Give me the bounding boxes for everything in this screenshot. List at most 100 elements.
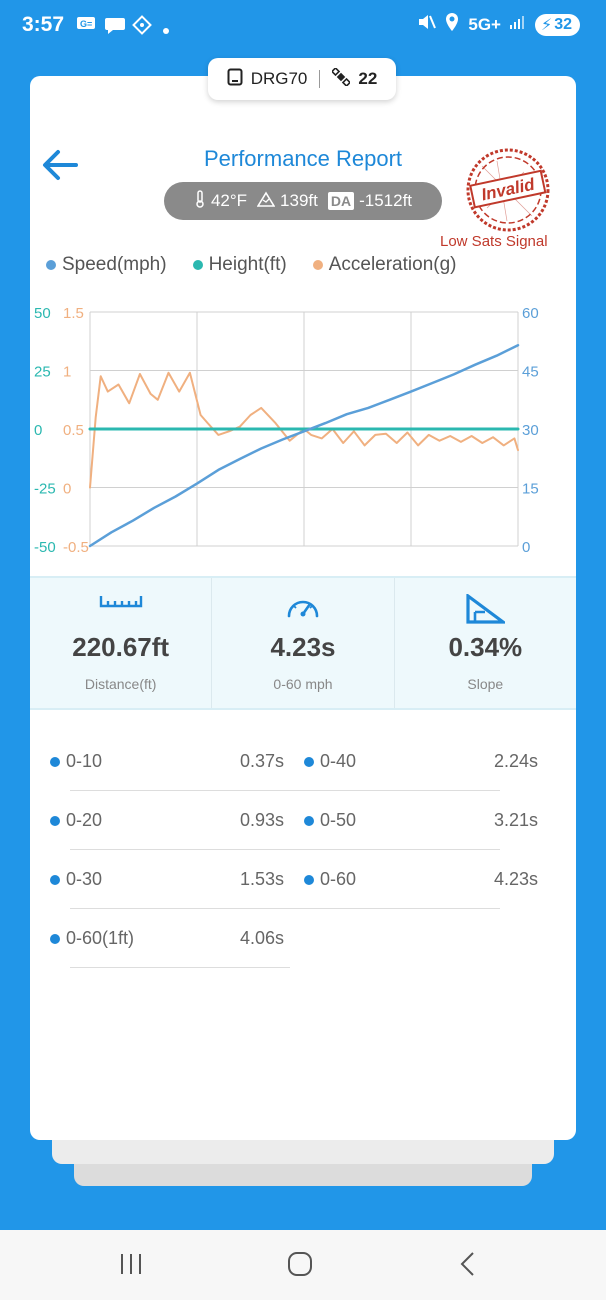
recent-apps-button[interactable] — [118, 1250, 144, 1283]
app-notification-icon — [132, 15, 152, 40]
split-value: 2.24s — [493, 751, 538, 771]
split-divider — [70, 790, 500, 791]
invalid-stamp-icon: Invalid — [466, 148, 550, 232]
location-icon — [444, 12, 460, 37]
home-icon — [288, 1252, 312, 1276]
battery-level: 32 — [554, 15, 572, 33]
split-row: 0-60(1ft) 4.06s — [50, 909, 284, 967]
split-dot-icon — [50, 934, 60, 944]
legend-height[interactable]: Height(ft) — [192, 254, 287, 276]
acceleration-axis-tick: 0.5 — [63, 422, 84, 439]
device-chip[interactable]: DRG70 22 — [208, 58, 396, 100]
height-axis-tick: -50 — [34, 539, 56, 556]
arrow-left-icon — [43, 150, 78, 180]
split-name: 0-60 — [320, 869, 357, 889]
split-value: 4.23s — [493, 869, 538, 889]
system-nav-bar — [0, 1230, 606, 1300]
gmail-notification-icon: G= — [76, 15, 96, 36]
card-stack-middle — [52, 1140, 554, 1164]
height-axis-tick: 50 — [34, 305, 51, 322]
distance-label: Distance(ft) — [84, 676, 157, 692]
home-button[interactable] — [286, 1250, 314, 1283]
split-dot-icon — [50, 875, 60, 885]
more-notifications-dot-icon — [162, 22, 170, 40]
split-name: 0-50 — [320, 810, 357, 830]
back-button[interactable] — [38, 144, 80, 186]
split-name: 0-40 — [320, 751, 357, 771]
slope-stat: 0.34% Slope — [395, 578, 576, 708]
split-value: 4.06s — [239, 928, 284, 948]
back-nav-button[interactable] — [456, 1250, 480, 1283]
stats-panel: 220.67ft Distance(ft) 4.23s 0-60 mph 0.3… — [30, 576, 576, 710]
ruler-icon — [99, 596, 142, 608]
height-axis-tick: 0 — [34, 422, 42, 439]
split-row: 0-20 0.93s — [50, 791, 284, 849]
status-right: 5G+ ⚡ 32 — [416, 12, 580, 37]
temperature-value: 42°F — [210, 191, 248, 210]
split-divider — [70, 967, 290, 968]
split-dot-icon — [304, 875, 314, 885]
conditions-pill: 42°F 139ft DA -1512ft — [164, 182, 442, 220]
split-name: 0-60(1ft) — [66, 928, 135, 948]
speed-axis-tick: 0 — [522, 539, 530, 556]
speed-series-line — [88, 343, 520, 548]
split-name: 0-30 — [66, 869, 103, 889]
split-divider — [70, 849, 500, 850]
slope-value: 0.34% — [448, 632, 523, 662]
split-row: 0-40 2.24s — [304, 732, 538, 790]
density-altitude-value: -1512ft — [359, 191, 413, 210]
height-axis-tick: 25 — [34, 364, 51, 381]
speed-axis-tick: 15 — [522, 481, 539, 498]
split-dot-icon — [50, 757, 60, 767]
acceleration-axis-tick: 1.5 — [63, 305, 84, 322]
height-axis-tick: -25 — [34, 481, 56, 498]
chart-legend: Speed(mph) Height(ft) Acceleration(g) — [46, 254, 456, 276]
split-row: 0-50 3.21s — [304, 791, 538, 849]
status-bar: 3:57 G= 5G+ ⚡ 32 — [0, 0, 606, 52]
battery-indicator: ⚡ 32 — [534, 13, 580, 36]
legend-acceleration-label: Acceleration(g) — [328, 254, 457, 275]
message-notification-icon — [104, 15, 126, 40]
speed-axis-tick: 60 — [522, 305, 539, 322]
chevron-left-icon — [460, 1252, 474, 1276]
mountain-icon — [256, 190, 276, 212]
split-row: 0-30 1.53s — [50, 850, 284, 908]
satellite-count: 22 — [358, 69, 378, 88]
split-value: 1.53s — [239, 869, 284, 889]
split-divider — [70, 908, 500, 909]
network-type: 5G+ — [468, 14, 501, 34]
legend-height-dot — [192, 260, 203, 270]
time-label: 0-60 mph — [273, 676, 333, 692]
acceleration-axis-tick: -0.5 — [63, 539, 89, 556]
chip-divider — [319, 70, 321, 88]
split-value: 3.21s — [493, 810, 538, 830]
split-name: 0-10 — [66, 751, 103, 771]
legend-speed-dot — [46, 260, 56, 270]
altitude-item: 139ft — [256, 190, 318, 212]
distance-stat: 220.67ft Distance(ft) — [30, 578, 213, 708]
performance-report-card: Performance Report 42°F 139ft DA -1512ft… — [30, 76, 576, 1140]
speedometer-icon — [287, 600, 319, 618]
split-value: 0.37s — [239, 751, 284, 771]
mute-icon — [416, 12, 437, 37]
device-icon — [227, 68, 243, 91]
altitude-value: 139ft — [280, 191, 318, 210]
density-altitude-item: DA -1512ft — [327, 191, 413, 211]
legend-acceleration-dot — [312, 260, 323, 270]
status-time: 3:57 — [22, 13, 65, 36]
performance-chart: 50 25 0 -25 -50 1.5 1 0.5 0 -0.5 60 45 30 15 0 — [34, 305, 539, 556]
split-dot-icon — [304, 757, 314, 767]
split-row: 0-60 4.23s — [304, 850, 538, 908]
charging-icon: ⚡ — [540, 16, 553, 34]
legend-acceleration[interactable]: Acceleration(g) — [312, 254, 457, 276]
split-dot-icon — [304, 816, 314, 826]
slope-icon — [466, 594, 506, 624]
satellite-icon — [331, 66, 352, 91]
split-name: 0-20 — [66, 810, 103, 830]
legend-speed[interactable]: Speed(mph) — [46, 254, 167, 276]
device-name: DRG70 — [250, 69, 308, 88]
speed-axis-tick: 45 — [522, 364, 539, 381]
time-value: 4.23s — [270, 632, 336, 662]
low-sats-warning: Low Sats Signal — [440, 233, 548, 250]
speed-axis-tick: 30 — [522, 422, 539, 439]
